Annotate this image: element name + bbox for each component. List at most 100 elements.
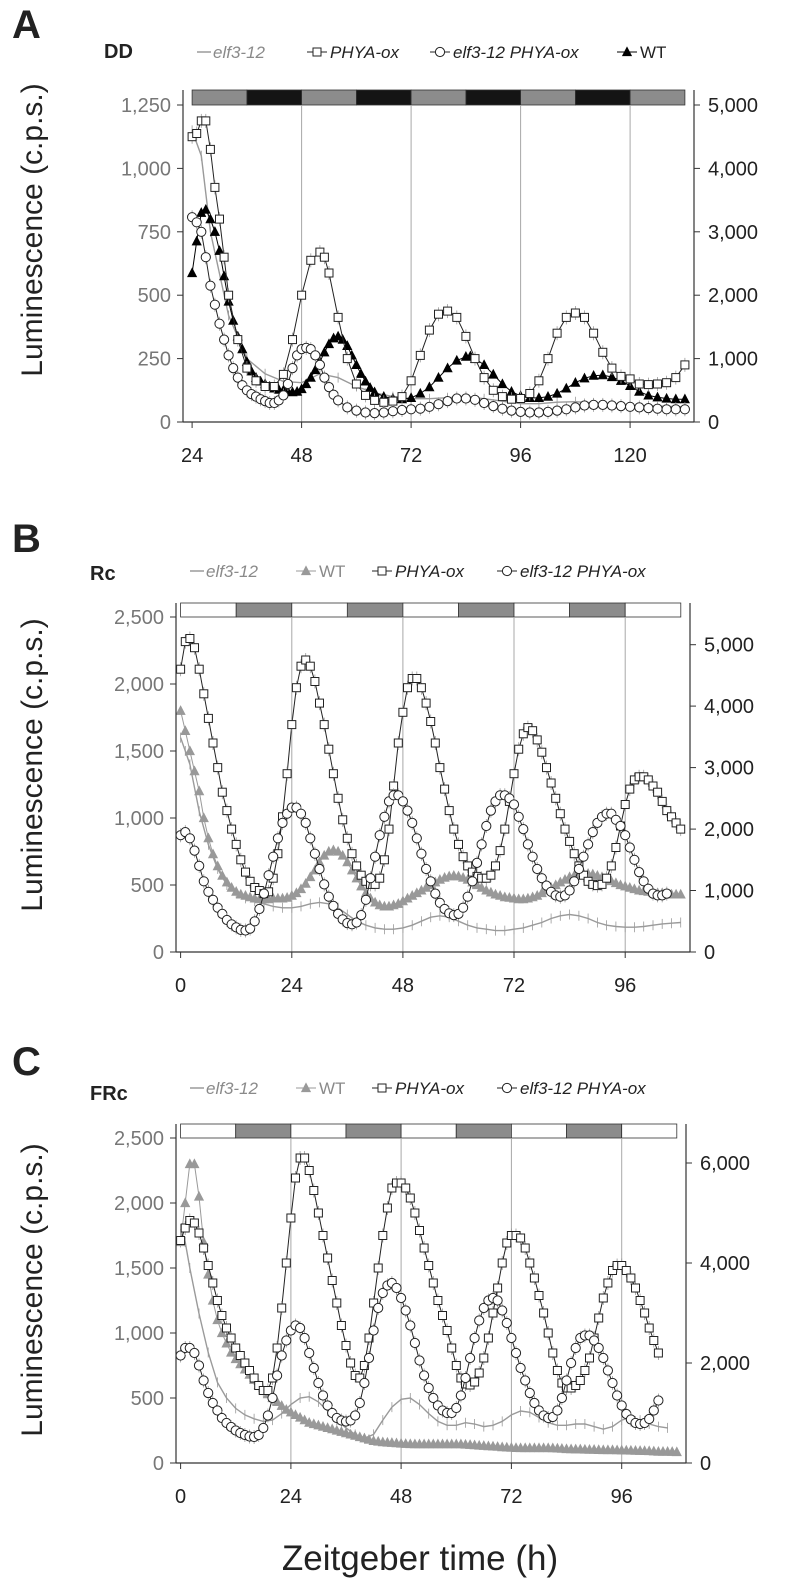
data-point (488, 385, 498, 395)
series-elf3 (179, 732, 682, 936)
x-tick-label: 96 (611, 1486, 633, 1508)
data-point (569, 849, 579, 859)
photoperiod-bar-segment (235, 1123, 292, 1139)
data-point (222, 1323, 231, 1333)
data-point (643, 775, 653, 785)
data-point (300, 1153, 310, 1163)
legend-swatch (300, 1082, 312, 1093)
data-point (594, 1313, 604, 1323)
data-point (306, 255, 316, 265)
data-point (379, 397, 389, 407)
data-point (384, 824, 394, 834)
data-point (415, 1226, 424, 1235)
data-point (579, 400, 590, 411)
condition-label: Rc (90, 563, 116, 585)
data-point (388, 396, 398, 406)
data-point (515, 406, 526, 417)
y-left-tick-label: 1,000 (121, 158, 171, 180)
data-point (460, 393, 471, 404)
data-point (310, 350, 321, 361)
data-point (415, 387, 426, 398)
data-point (405, 1320, 416, 1331)
data-point (442, 1326, 452, 1335)
data-point (200, 203, 211, 214)
data-point (602, 1365, 614, 1376)
y-right-tick-label: 3,000 (704, 758, 754, 780)
data-point (527, 851, 538, 862)
data-point (324, 268, 334, 278)
data-point (451, 1402, 462, 1414)
photoperiod-bar-segment (510, 1123, 567, 1139)
data-point (333, 793, 343, 803)
data-point (240, 1358, 250, 1368)
data-point (276, 1400, 287, 1410)
data-point (194, 860, 205, 872)
data-point (342, 833, 352, 843)
series-phya (187, 113, 690, 410)
data-point (295, 1322, 306, 1334)
data-point (387, 1183, 397, 1193)
data-point (561, 404, 572, 415)
data-point (438, 1311, 447, 1320)
legend-item: PHYA-ox (372, 1079, 464, 1098)
data-point (305, 833, 316, 844)
photoperiod-bar-segment (345, 1123, 402, 1139)
series-elf3 (179, 1224, 668, 1444)
data-point (406, 392, 417, 403)
data-point (227, 824, 237, 834)
data-point (269, 382, 279, 391)
data-point (409, 1337, 420, 1349)
data-point (435, 763, 445, 773)
legend-item: elf3-12 (197, 43, 266, 62)
photoperiod-bar-segment (346, 602, 404, 618)
data-point (193, 1360, 205, 1371)
data-point (319, 372, 330, 383)
data-point (539, 1308, 549, 1318)
data-point (588, 370, 599, 380)
x-tick-label: 72 (500, 1486, 522, 1508)
data-point (589, 1335, 600, 1346)
photoperiod-bar-segment (624, 602, 682, 618)
data-point (359, 1377, 370, 1389)
legend-label: elf3-12 PHYA-ox (453, 43, 579, 62)
data-point (363, 1352, 375, 1364)
data-point (611, 843, 621, 852)
data-point (579, 372, 590, 383)
data-point (620, 830, 631, 841)
data-point (500, 824, 510, 834)
data-point (449, 824, 459, 834)
data-point (461, 331, 471, 341)
data-point (369, 408, 380, 419)
data-point (217, 1311, 227, 1320)
data-point (460, 1372, 471, 1384)
data-point (295, 883, 307, 894)
data-point (396, 1178, 406, 1188)
data-point (421, 863, 432, 875)
data-point (272, 1343, 282, 1353)
data-point (299, 1332, 310, 1344)
x-tick-label: 0 (175, 1486, 186, 1508)
data-point (657, 796, 667, 806)
data-point (433, 1296, 443, 1305)
data-point (493, 1283, 503, 1293)
legend-label: elf3-12 PHYA-ox (520, 562, 646, 581)
y-left-tick-label: 1,000 (114, 808, 164, 830)
y-left-tick-label: 0 (160, 412, 171, 434)
data-point (566, 1357, 577, 1369)
y-right-tick-label: 0 (700, 1453, 711, 1475)
data-point (502, 1238, 512, 1248)
data-point (452, 312, 462, 322)
data-point (277, 817, 288, 829)
data-point (199, 689, 209, 699)
data-point (671, 373, 681, 383)
data-point (198, 1375, 209, 1386)
data-point (407, 817, 418, 829)
data-point (442, 396, 453, 407)
series-line (180, 637, 682, 895)
data-point (670, 404, 681, 415)
data-point (176, 1236, 186, 1245)
photoperiod-bar-segment (566, 1123, 622, 1139)
data-point (323, 338, 335, 349)
data-point (397, 392, 407, 402)
data-point (451, 354, 462, 365)
